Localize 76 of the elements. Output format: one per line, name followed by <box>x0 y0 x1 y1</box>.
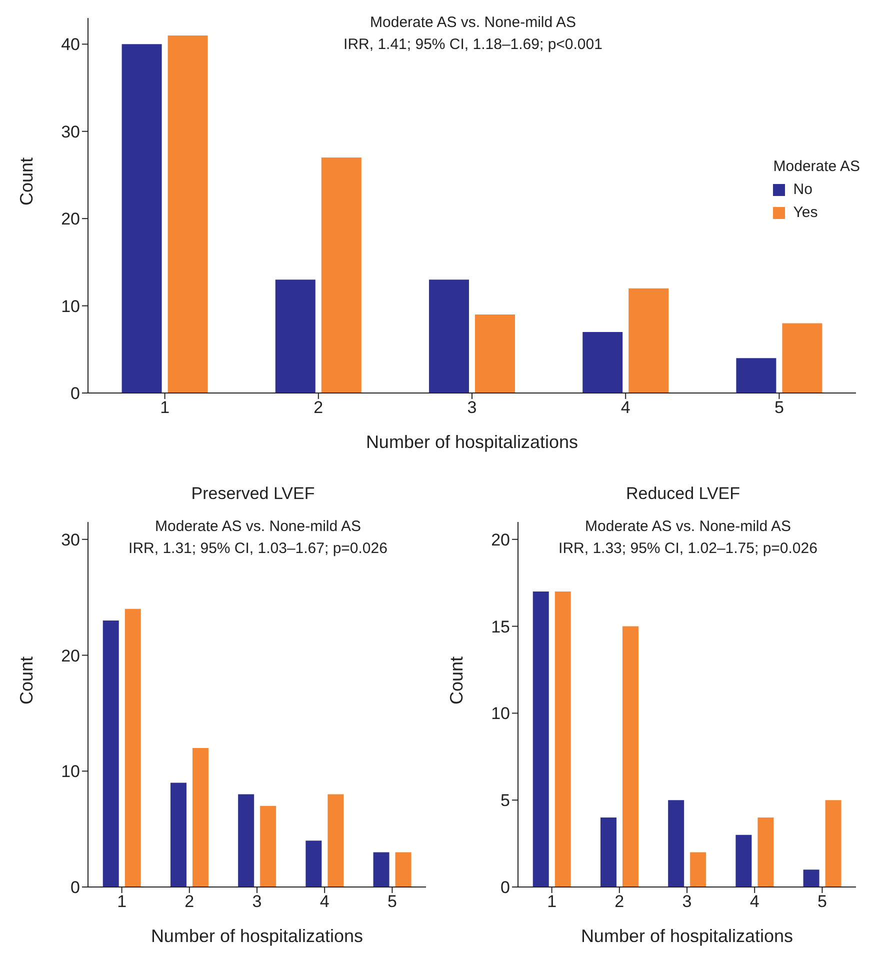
bar <box>782 323 822 393</box>
y-tick-label: 40 <box>61 35 80 54</box>
legend-label: Yes <box>792 204 819 221</box>
legend-title: Moderate AS <box>773 158 860 175</box>
bar <box>532 592 549 887</box>
bar <box>124 608 141 887</box>
annotation: Moderate AS vs. None-mild AS <box>154 517 362 537</box>
y-tick-label: 15 <box>491 617 510 636</box>
bar <box>260 806 276 887</box>
y-tick-label: 0 <box>70 878 80 898</box>
x-axis-title: Number of hospitalizations <box>150 926 364 946</box>
legend-label: No <box>792 181 814 198</box>
x-tick-label: 1 <box>547 892 557 912</box>
bar <box>373 852 390 887</box>
bar <box>321 158 362 393</box>
y-tick-label: 30 <box>61 530 80 550</box>
x-tick-label: 2 <box>614 892 624 912</box>
x-tick-label: 1 <box>160 398 170 418</box>
y-tick-label: 20 <box>61 646 80 666</box>
chart-title: Reduced LVEF <box>624 484 742 504</box>
bar <box>690 852 706 887</box>
bar <box>192 748 208 887</box>
y-tick-label: 10 <box>491 704 510 724</box>
y-tick-label: 10 <box>61 296 80 316</box>
bar <box>758 817 774 887</box>
y-tick-label: 10 <box>61 762 80 782</box>
bar <box>600 817 616 887</box>
x-tick-label: 5 <box>387 892 397 912</box>
x-axis-title: Number of hospitalizations <box>366 432 578 452</box>
x-tick-label: 4 <box>750 892 760 912</box>
y-tick-label: 0 <box>500 878 510 898</box>
bar <box>582 332 623 393</box>
x-axis-title: Number of hospitalizations <box>580 926 794 946</box>
y-axis-title: Count <box>16 656 36 704</box>
bar <box>122 44 162 393</box>
annotation: Moderate AS vs. None-mild AS <box>369 13 577 33</box>
y-tick-label: 0 <box>70 384 80 404</box>
annotation: IRR, 1.41; 95% CI, 1.18–1.69; p<0.001 <box>342 35 604 55</box>
chart-title: Preserved LVEF <box>190 484 316 504</box>
bar <box>736 834 752 887</box>
bar <box>328 794 344 887</box>
annotation: Moderate AS vs. None-mild AS <box>584 517 792 537</box>
x-tick-label: 2 <box>184 892 194 912</box>
bar <box>668 800 684 887</box>
bar <box>102 620 119 887</box>
bar <box>428 280 469 393</box>
bar <box>628 288 669 393</box>
x-tick-label: 5 <box>817 892 827 912</box>
bar <box>275 280 316 393</box>
bar <box>474 314 515 393</box>
bar <box>736 358 776 393</box>
x-tick-label: 1 <box>117 892 127 912</box>
x-tick-label: 4 <box>320 892 330 912</box>
annotation: IRR, 1.33; 95% CI, 1.02–1.75; p=0.026 <box>558 539 818 559</box>
bar <box>622 626 638 887</box>
bar <box>306 840 322 887</box>
bar <box>238 794 254 887</box>
bar <box>825 800 842 887</box>
y-tick-label: 20 <box>491 530 510 550</box>
x-tick-label: 2 <box>314 398 324 418</box>
bar <box>554 592 571 887</box>
y-tick-label: 30 <box>61 122 80 142</box>
x-tick-label: 5 <box>774 398 784 418</box>
bar <box>170 782 186 887</box>
y-axis-title: Count <box>446 656 466 704</box>
x-tick-label: 4 <box>620 398 630 418</box>
y-axis-title: Count <box>16 157 36 206</box>
bar <box>395 852 412 887</box>
bar <box>803 870 820 887</box>
x-tick-label: 3 <box>467 398 477 418</box>
annotation: IRR, 1.31; 95% CI, 1.03–1.67; p=0.026 <box>128 539 388 559</box>
y-tick-label: 5 <box>500 791 510 810</box>
bar <box>168 35 208 393</box>
y-tick-label: 20 <box>61 210 80 229</box>
x-tick-label: 3 <box>252 892 262 912</box>
x-tick-label: 3 <box>682 892 692 912</box>
